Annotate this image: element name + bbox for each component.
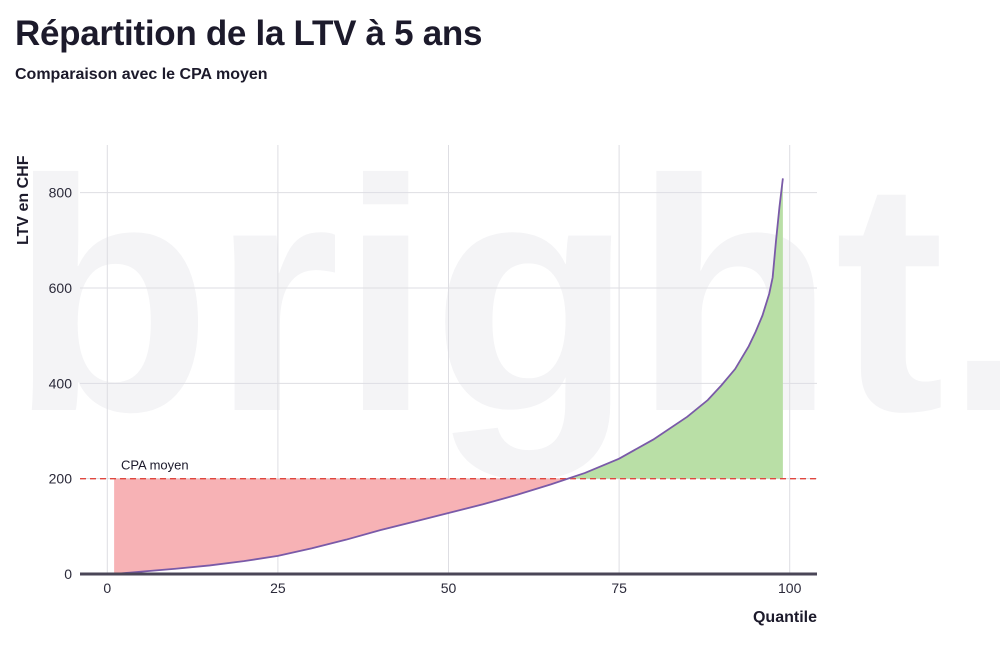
y-tick-label: 0 [64, 566, 72, 582]
y-tick-label: 600 [49, 280, 73, 296]
lines [114, 178, 784, 575]
x-tick-label: 75 [611, 580, 627, 596]
chart-subtitle: Comparaison avec le CPA moyen [15, 66, 268, 83]
chart-title: Répartition de la LTV à 5 ans [15, 14, 483, 53]
reference-line-group: CPA moyen [80, 458, 817, 480]
area-above-cpa [567, 178, 783, 479]
axes: 0 25 50 75 100 0 200 400 600 800 [49, 185, 817, 596]
y-axis-title: LTV en CHF [15, 155, 32, 245]
y-tick-label: 800 [49, 185, 73, 201]
x-tick-label: 100 [778, 580, 802, 596]
areas [114, 178, 783, 574]
x-axis-title: Quantile [753, 609, 817, 626]
area-below-cpa [114, 478, 568, 574]
x-tick-label: 25 [270, 580, 286, 596]
x-tick-label: 50 [441, 580, 457, 596]
y-tick-label: 200 [49, 471, 73, 487]
x-tick-label: 0 [103, 580, 111, 596]
y-tick-label: 400 [49, 375, 73, 391]
reference-line-label: CPA moyen [121, 458, 189, 473]
series-line [114, 178, 784, 575]
watermark-logo: bright. [10, 111, 1000, 482]
